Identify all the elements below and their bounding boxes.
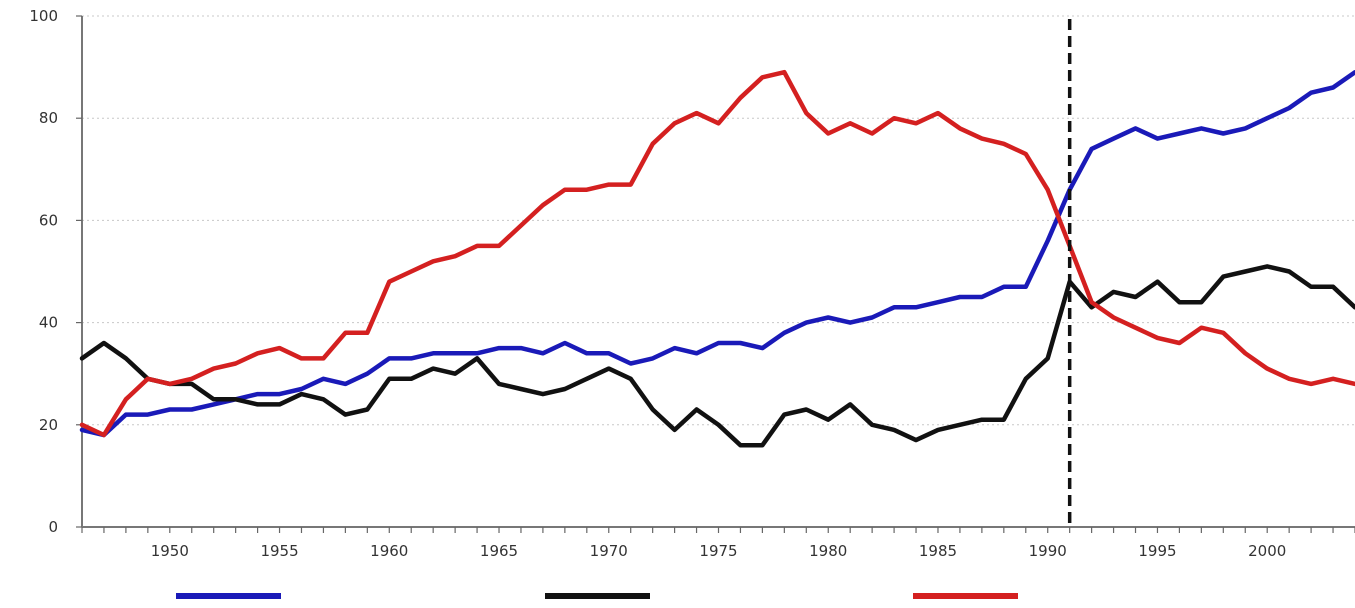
- x-tick-label-1990: 1990: [1029, 542, 1067, 560]
- y-tick-label-80: 80: [39, 109, 58, 127]
- x-tick-label-1955: 1955: [260, 542, 298, 560]
- y-tick-label-40: 40: [39, 314, 58, 332]
- x-tick-label-1995: 1995: [1138, 542, 1176, 560]
- y-tick-label-60: 60: [39, 211, 58, 229]
- grid-lines: [82, 15, 1355, 426]
- x-axis-ticks: 1950 1955 1960 1965 1970 1975 1980 1985 1990 1995…: [81, 527, 1355, 560]
- x-tick-label-1975: 1975: [699, 542, 737, 560]
- x-tick-label-1980: 1980: [809, 542, 847, 560]
- x-tick-label-1970: 1970: [590, 542, 628, 560]
- x-tick-label-1965: 1965: [480, 542, 518, 560]
- series-line-3: [79, 69, 1355, 438]
- y-tick-label-100: 100: [29, 7, 58, 25]
- series-line-2: [79, 264, 1355, 448]
- x-tick-label-1960: 1960: [370, 542, 408, 560]
- y-tick-label-0: 0: [48, 518, 58, 536]
- y-axis-ticks: 0 20 40 60 80 100: [29, 7, 82, 536]
- x-tick-label-2000: 2000: [1248, 542, 1286, 560]
- y-tick-label-20: 20: [39, 416, 58, 434]
- series-line-1: [79, 69, 1355, 438]
- x-tick-label-1950: 1950: [151, 542, 189, 560]
- data-series: [79, 69, 1355, 448]
- axes: [81, 16, 1355, 528]
- x-tick-label-1985: 1985: [919, 542, 957, 560]
